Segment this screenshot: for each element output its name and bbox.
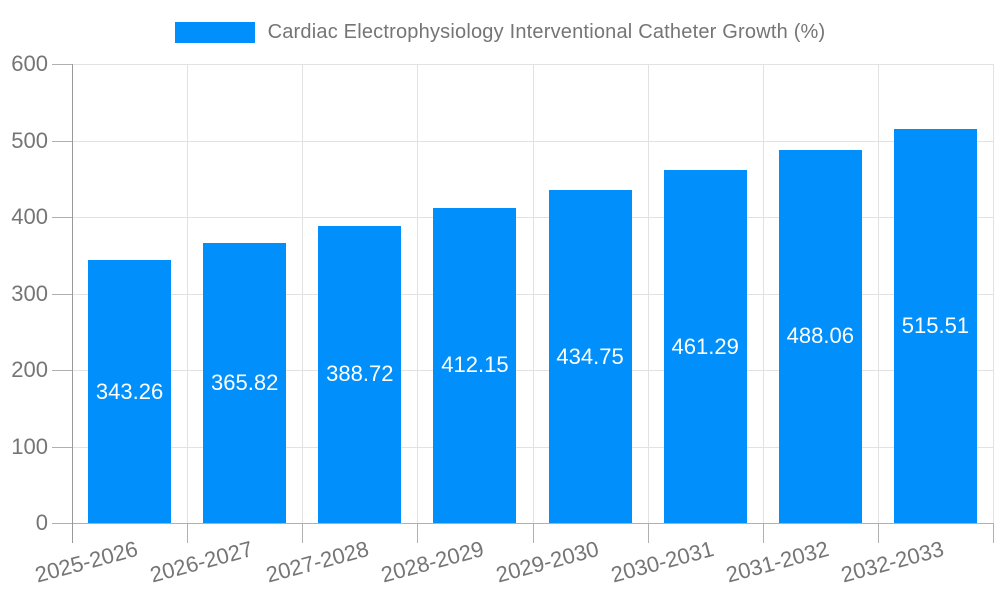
- y-axis-tick: [52, 217, 72, 218]
- gridline-vertical: [993, 64, 994, 523]
- bar-2027-2028[interactable]: 388.72: [318, 225, 402, 523]
- bar-2028-2029[interactable]: 412.15: [433, 207, 517, 523]
- y-axis-tick-label: 0: [35, 510, 48, 535]
- gridline-vertical: [302, 64, 304, 523]
- legend-series-label: Cardiac Electrophysiology Interventional…: [267, 20, 826, 43]
- x-axis-category-label: 2030-2031: [608, 536, 717, 588]
- x-axis-tick: [647, 523, 649, 543]
- bar-2026-2027[interactable]: 365.82: [203, 243, 287, 523]
- bar-2025-2026[interactable]: 343.26: [88, 260, 172, 523]
- y-axis-tick-label: 300: [11, 280, 48, 306]
- x-axis-tick: [302, 523, 304, 543]
- y-axis-tick-label: 400: [11, 204, 48, 229]
- y-axis-tick: [52, 64, 72, 65]
- x-axis-category-label: 2025-2026: [32, 536, 141, 588]
- gridline-vertical: [187, 64, 189, 523]
- bar-value-label: 412.15: [441, 352, 509, 378]
- y-axis-line: [72, 64, 73, 543]
- x-axis-category-label: 2029-2030: [493, 536, 602, 588]
- bar-value-label: 515.51: [901, 312, 970, 338]
- y-axis-tick-label: 600: [11, 51, 48, 76]
- y-axis-tick: [52, 523, 72, 524]
- x-axis-tick: [532, 523, 534, 543]
- x-axis-category-label: 2026-2027: [147, 536, 256, 588]
- bar-value-label: 488.06: [786, 323, 854, 349]
- y-axis-tick: [52, 140, 72, 142]
- y-axis-tick-label: 100: [11, 433, 48, 459]
- x-axis-tick: [993, 523, 994, 543]
- bar-2032-2033[interactable]: 515.51: [893, 128, 977, 523]
- bar-value-label: 461.29: [671, 333, 739, 359]
- y-axis-tick-label: 200: [11, 357, 48, 382]
- y-axis-tick: [52, 446, 72, 448]
- x-axis-tick: [877, 523, 879, 543]
- gridline-vertical: [762, 64, 764, 523]
- gridline-vertical: [532, 64, 534, 523]
- legend-swatch: [174, 21, 255, 43]
- legend[interactable]: Cardiac Electrophysiology Interventional…: [0, 20, 1000, 44]
- bar-value-label: 388.72: [326, 361, 394, 387]
- x-axis-category-label: 2031-2032: [723, 536, 832, 588]
- y-axis-tick-label: 500: [11, 127, 48, 153]
- gridline-vertical: [877, 64, 879, 523]
- x-axis-tick: [762, 523, 764, 543]
- x-axis-category-label: 2028-2029: [378, 536, 487, 588]
- gridline-vertical: [417, 64, 419, 523]
- gridline-vertical: [647, 64, 649, 523]
- y-axis-tick: [52, 370, 72, 371]
- x-axis-tick: [187, 523, 189, 543]
- bar-2031-2032[interactable]: 488.06: [778, 149, 862, 523]
- x-axis-category-label: 2032-2033: [838, 536, 947, 588]
- bar-value-label: 365.82: [211, 370, 279, 396]
- bar-value-label: 434.75: [556, 343, 624, 369]
- x-axis-category-label: 2027-2028: [262, 536, 372, 588]
- bar-value-label: 343.26: [95, 378, 164, 404]
- bar-2029-2030[interactable]: 434.75: [548, 190, 632, 523]
- bar-2030-2031[interactable]: 461.29: [663, 170, 747, 523]
- y-axis-tick: [52, 293, 72, 295]
- x-axis-tick: [417, 523, 419, 543]
